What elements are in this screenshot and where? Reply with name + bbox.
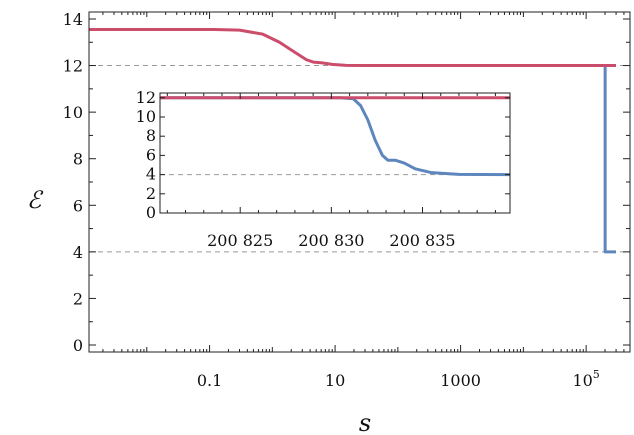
inset-y-tick-label: 2: [146, 184, 156, 203]
x-tick-label: 0.1: [197, 371, 222, 390]
main-series-line-1: [89, 27, 616, 68]
inset-series-group: [160, 96, 511, 177]
x-tick-label: 10: [325, 371, 345, 390]
y-tick-label: 10: [63, 103, 83, 122]
y-tick-label: 6: [73, 196, 83, 215]
main-series-line-2: [603, 65, 616, 254]
inset-background: [160, 93, 510, 213]
inset-y-tick-label: 10: [136, 107, 156, 126]
inset-y-tick-label: 12: [136, 88, 156, 107]
inset-y-tick-label: 0: [146, 203, 156, 222]
inset-x-tick-label: 200 825: [207, 231, 273, 250]
y-tick-label: 4: [73, 243, 83, 262]
inset-series-line-2: [160, 96, 511, 177]
inset-x-tick-label: 200 830: [298, 231, 364, 250]
y-axis-label: ℰ: [27, 186, 44, 214]
y-tick-label: 12: [63, 57, 83, 76]
main-series-group: [89, 27, 616, 254]
x-tick-label: 1000: [440, 371, 481, 390]
y-tick-label: 0: [73, 336, 83, 355]
y-tick-label: 2: [73, 289, 83, 308]
y-tick-label: 14: [63, 10, 83, 29]
inset-y-tick-label: 6: [146, 145, 156, 164]
inset-y-tick-label: 4: [146, 165, 156, 184]
x-tick-label: 105: [572, 368, 599, 390]
inset-plot-frame: [159, 92, 511, 214]
y-tick-label: 8: [73, 150, 83, 169]
inset-y-tick-label: 8: [146, 126, 156, 145]
x-axis-label: s: [359, 409, 371, 435]
inset-x-tick-label: 200 835: [389, 231, 455, 250]
